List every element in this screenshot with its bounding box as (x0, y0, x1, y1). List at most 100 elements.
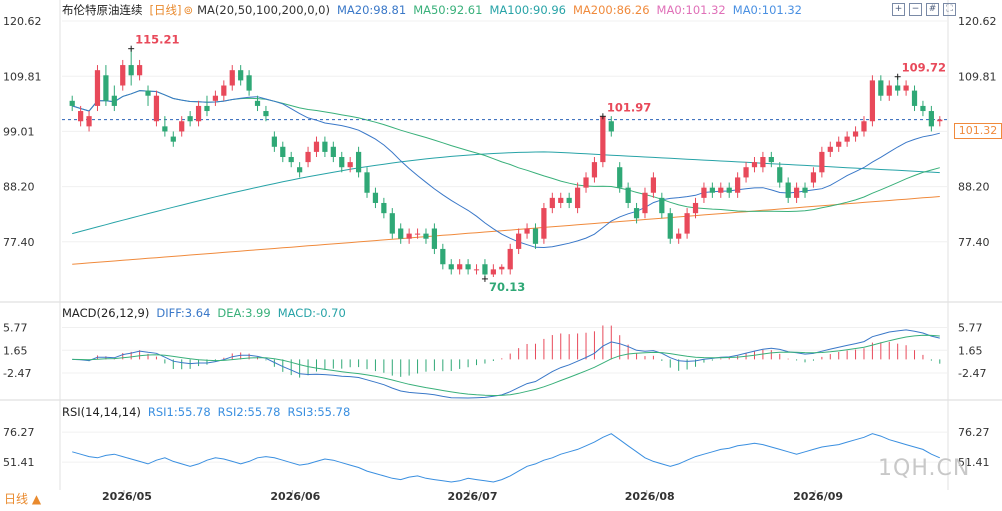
rsi-y-tick-right: 51.41 (958, 456, 990, 469)
candle-body (558, 197, 564, 203)
ma100-line (72, 151, 940, 235)
expand-icon[interactable]: + (892, 3, 905, 16)
y-tick-label-right: 88.20 (958, 181, 990, 194)
ma200-line (72, 196, 940, 265)
candle-body (94, 70, 101, 106)
period-switch-button[interactable]: 日线 ▲ (4, 492, 42, 506)
candle-body (195, 105, 202, 122)
y-tick-label-left: 99.01 (3, 125, 35, 138)
candle-body (490, 269, 496, 275)
macd-dea-line (72, 334, 940, 397)
candle-body (617, 167, 623, 188)
ma-label: MA(20,50,100,200,0,0) (197, 3, 330, 17)
macd-diff-line (72, 329, 940, 399)
candle-body (920, 105, 926, 112)
candle-body (221, 85, 227, 96)
candle-body (574, 187, 581, 209)
ma100-label: MA100:90.96 (489, 3, 566, 17)
candle-body (120, 65, 126, 86)
candle-body (136, 65, 143, 76)
price-annotation: 70.13 (489, 280, 525, 294)
candle-body (280, 146, 286, 157)
macd-value-label: MACD:-0.70 (277, 306, 346, 320)
candle-body (726, 187, 732, 193)
candle-body (246, 75, 252, 91)
y-tick-label-left: 120.62 (3, 15, 42, 28)
candle-body (254, 100, 261, 106)
candle-body (288, 157, 294, 163)
main-header: 布伦特原油连续 [日线] ⊚ MA(20,50,100,200,0,0) MA20:98… (62, 1, 809, 19)
rsi-y-tick-left: 51.41 (3, 456, 35, 469)
y-tick-label-left: 88.20 (3, 181, 35, 194)
candle-body (229, 70, 235, 86)
grid-icon[interactable]: # (926, 3, 939, 16)
candle-body (869, 80, 876, 122)
ma50-line (72, 90, 940, 213)
candle-body (179, 121, 185, 132)
candle-body (591, 162, 598, 178)
candle-body (625, 187, 631, 203)
candle-body (566, 197, 572, 203)
candle-body (541, 208, 547, 239)
candle-body (583, 177, 589, 188)
candle-body (861, 121, 867, 132)
candle-body (431, 228, 438, 249)
macd-label: MACD(26,12,9) (62, 306, 150, 320)
candle-body (743, 167, 749, 178)
settings-icon[interactable]: ⊚ (183, 3, 194, 17)
period-label[interactable]: [日线] (149, 3, 182, 17)
candle-body (642, 192, 648, 214)
candle-body (381, 202, 387, 214)
candle-body (103, 75, 109, 101)
candle-body (701, 187, 707, 198)
candle-body (768, 157, 774, 163)
candle-body (162, 126, 168, 132)
rsi-y-tick-right: 76.27 (958, 426, 990, 439)
candle-body (355, 151, 362, 173)
candle-body (524, 228, 530, 234)
candle-body (844, 136, 850, 142)
candle-body (802, 187, 808, 193)
candle-body (347, 162, 353, 168)
candle-body (406, 233, 412, 239)
rsi3-label: RSI3:55.78 (287, 405, 351, 419)
candle-body (903, 85, 909, 91)
x-axis-label: 2026/06 (270, 490, 320, 503)
y-tick-label-right: 77.40 (958, 236, 990, 249)
rsi-label: RSI(14,14,14) (62, 405, 141, 419)
candle-body (659, 197, 665, 214)
candle-body (928, 111, 934, 127)
fullscreen-icon[interactable]: ⛶ (943, 3, 956, 16)
x-axis-label: 2026/05 (102, 490, 152, 503)
candle-body (313, 141, 320, 152)
candle-body (852, 131, 859, 137)
candle-body (414, 233, 421, 235)
candle-body (793, 187, 800, 198)
candle-body (878, 80, 884, 96)
candle-body (911, 90, 918, 106)
candle-body (271, 136, 277, 147)
candle-body (709, 187, 715, 193)
candle-body (448, 264, 454, 270)
candle-body (111, 95, 117, 106)
candle-body (145, 90, 151, 96)
macd-dea-label: DEA:3.99 (217, 306, 271, 320)
candle-body (128, 65, 134, 76)
macd-y-tick-left: 5.77 (3, 322, 28, 335)
candle-body (718, 187, 724, 193)
candle-body (69, 100, 75, 106)
candle-body (204, 105, 210, 112)
rsi1-label: RSI1:55.78 (147, 405, 211, 419)
candle-body (457, 264, 463, 270)
candle-body (263, 111, 269, 117)
price-annotation: 115.21 (135, 33, 179, 47)
candle-body (305, 151, 311, 163)
candle-body (238, 70, 244, 81)
rsi-line (72, 433, 940, 483)
x-axis-label: 2026/09 (793, 490, 843, 503)
candle-body (516, 233, 522, 249)
candle-body (836, 141, 842, 147)
candle-body (676, 233, 682, 239)
shrink-icon[interactable]: − (909, 3, 922, 16)
